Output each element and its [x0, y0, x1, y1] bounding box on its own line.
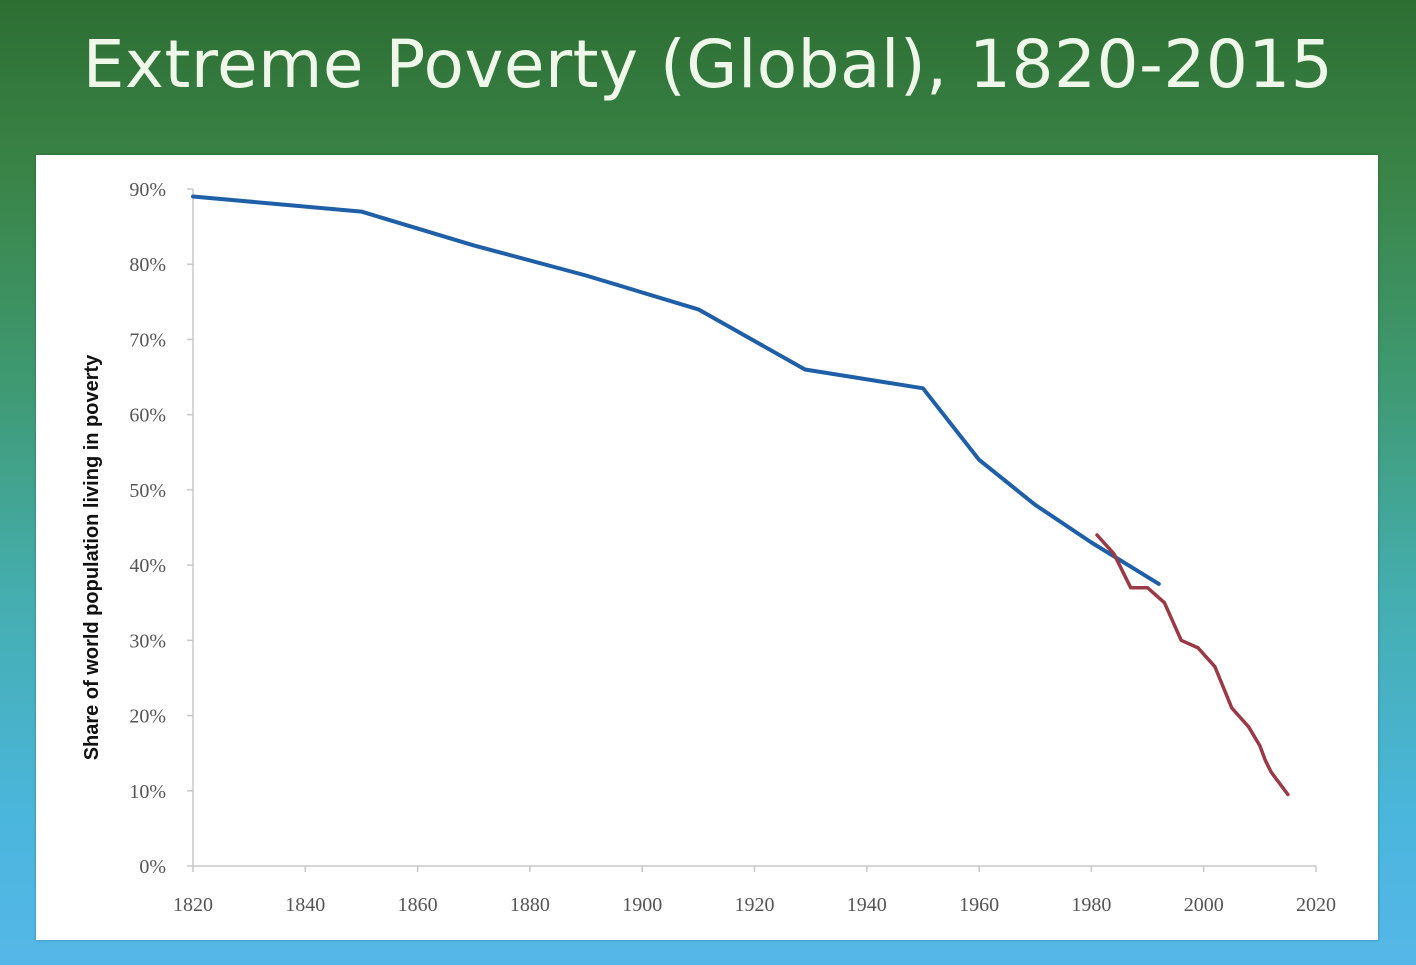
- x-tick-label: 1900: [622, 894, 662, 916]
- slide-title: Extreme Poverty (Global), 1820-2015: [82, 26, 1334, 103]
- poverty-line-chart: 0% 10% 20% 30% 40% 50% 60% 70% 80% 90% 1820 1840 186…: [81, 179, 1336, 916]
- y-tick-label: 60%: [129, 405, 166, 427]
- x-tick-label: 1840: [285, 894, 325, 916]
- x-tick-label: 2020: [1296, 894, 1336, 916]
- y-tick-label: 80%: [129, 254, 166, 276]
- y-tick-label: 20%: [129, 706, 166, 728]
- y-tick-label: 30%: [129, 630, 166, 652]
- x-tick-label: 1940: [847, 894, 887, 916]
- tick-labels: 0% 10% 20% 30% 40% 50% 60% 70% 80% 90% 1820 1840 186…: [129, 179, 1336, 916]
- x-tick-label: 1820: [173, 894, 213, 916]
- chart-panel: 0% 10% 20% 30% 40% 50% 60% 70% 80% 90% 1820 1840 186…: [36, 155, 1378, 940]
- x-tick-label: 1960: [959, 894, 999, 916]
- y-tick-label: 70%: [129, 329, 166, 351]
- x-tick-label: 1980: [1071, 894, 1111, 916]
- y-tick-label: 50%: [129, 480, 166, 502]
- y-tick-label: 0%: [139, 856, 166, 878]
- y-tick-label: 40%: [129, 555, 166, 577]
- axes: [187, 188, 1317, 872]
- x-tick-label: 2000: [1184, 894, 1224, 916]
- x-tick-label: 1880: [510, 894, 550, 916]
- series-line-recent: [1095, 533, 1290, 797]
- x-tick-label: 1860: [398, 894, 438, 916]
- y-tick-label: 10%: [129, 781, 166, 803]
- y-axis-label: Share of world population living in pove…: [81, 354, 103, 760]
- x-tick-label: 1920: [735, 894, 775, 916]
- y-tick-label: 90%: [129, 179, 166, 201]
- series-line-historical: [191, 194, 1161, 586]
- series-lines: [191, 194, 1290, 797]
